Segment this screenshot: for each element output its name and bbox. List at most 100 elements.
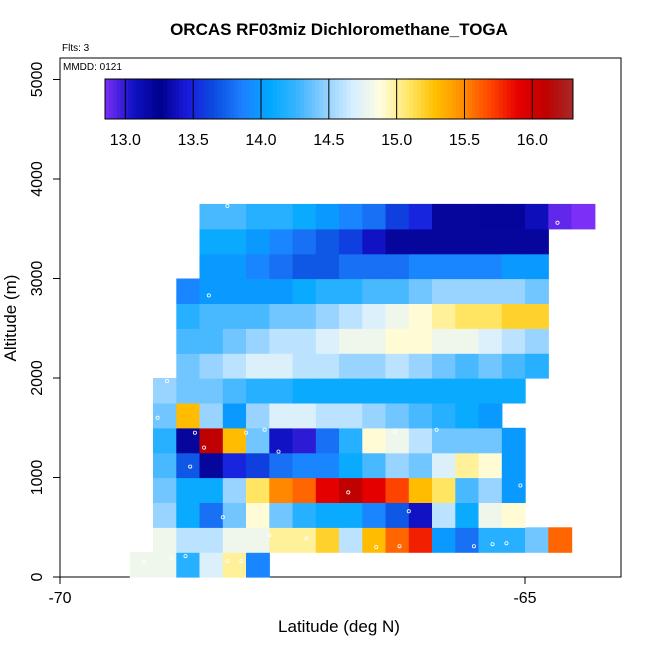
colorbar-segment xyxy=(105,79,110,119)
heatmap-cell xyxy=(199,552,224,578)
chart-title: ORCAS RF03miz Dichloromethane_TOGA xyxy=(170,20,508,39)
heatmap-cell xyxy=(315,253,340,280)
heatmap-cell xyxy=(292,427,317,454)
heatmap-cell xyxy=(269,452,294,479)
colorbar-segment xyxy=(272,79,278,119)
heatmap-cell xyxy=(339,502,363,528)
heatmap-cell xyxy=(176,502,201,528)
heatmap-cell xyxy=(362,452,387,479)
heatmap-cell xyxy=(269,303,294,329)
sample-point xyxy=(220,515,225,520)
colorbar-tick-label: 15.5 xyxy=(449,132,480,149)
colorbar-segment xyxy=(280,79,285,119)
colorbar-segment xyxy=(498,79,504,119)
sample-point xyxy=(471,544,476,549)
heatmap-cell xyxy=(408,303,433,329)
heatmap-cell xyxy=(385,402,410,429)
heatmap-cell xyxy=(525,228,549,255)
heatmap-cell xyxy=(199,502,224,528)
heatmap-cell xyxy=(525,353,549,379)
colorbar-segment xyxy=(128,79,133,119)
sample-point xyxy=(346,490,351,495)
colorbar-segment xyxy=(315,79,320,119)
heatmap-cell xyxy=(246,353,270,379)
colorbar-tick-label: 13.0 xyxy=(110,132,141,149)
colorbar-segment xyxy=(358,79,363,119)
heatmap-cell xyxy=(408,278,433,304)
heatmap-cell xyxy=(571,203,596,230)
colorbar-tick-label: 14.0 xyxy=(245,132,276,149)
colorbar-segment xyxy=(456,79,461,119)
sample-point xyxy=(225,203,230,208)
heatmap-cell xyxy=(455,228,480,255)
colorbar-frame xyxy=(104,78,574,120)
colorbar-segment xyxy=(475,79,480,119)
heatmap-cell xyxy=(199,477,224,503)
heatmap-cell xyxy=(548,527,573,553)
heatmap-cell xyxy=(153,527,177,553)
sample-point xyxy=(267,533,272,538)
sample-point xyxy=(188,464,193,469)
colorbar-segment xyxy=(405,79,410,119)
colorbar-tick-label: 15.0 xyxy=(381,132,412,149)
x-tick-label: -65 xyxy=(513,590,536,607)
colorbar-segment xyxy=(381,79,387,119)
colorbar-segment xyxy=(108,79,114,119)
colorbar-segment xyxy=(327,79,332,119)
heatmap-cell xyxy=(455,253,480,280)
heatmap-cell xyxy=(222,427,247,454)
heatmap-cell xyxy=(455,303,480,329)
heatmap-cell xyxy=(385,502,410,528)
heatmap-cell xyxy=(153,452,177,479)
heatmap-cell xyxy=(176,402,201,429)
heatmap-cell xyxy=(339,303,363,329)
colorbar-segment xyxy=(132,79,137,119)
sample-points xyxy=(132,203,560,565)
colorbar-segment xyxy=(198,79,203,119)
heatmap-cell xyxy=(246,378,270,404)
heatmap-cell xyxy=(199,527,224,553)
heatmap-cell xyxy=(315,502,340,528)
heatmap-cell xyxy=(478,378,503,404)
heatmap-cell xyxy=(222,502,247,528)
heatmap-cell xyxy=(385,303,410,329)
heatmap-cell xyxy=(501,378,526,404)
heatmap-cell xyxy=(199,278,224,304)
heatmap-cell xyxy=(315,353,340,379)
colorbar-segment xyxy=(385,79,391,119)
colorbar-segment xyxy=(288,79,293,119)
heatmap-cell xyxy=(525,278,549,304)
colorbar-segment xyxy=(440,79,445,119)
heatmap-cell xyxy=(222,452,247,479)
heatmap-cell xyxy=(501,253,526,280)
heatmap-cell xyxy=(292,378,317,404)
sample-point xyxy=(164,378,169,383)
heatmap-cell xyxy=(292,353,317,379)
colorbar-segment xyxy=(413,79,418,119)
colorbar-segment xyxy=(565,79,570,119)
colorbar-segment xyxy=(311,79,317,119)
heatmap-cell xyxy=(339,203,363,230)
heatmap-cell xyxy=(315,452,340,479)
sample-point xyxy=(202,445,207,450)
colorbar-segment xyxy=(292,79,297,119)
colorbar-segment xyxy=(342,79,348,119)
heatmap-cell xyxy=(478,228,503,255)
heatmap-cell xyxy=(385,477,410,503)
heatmap-cell xyxy=(362,303,387,329)
heatmap-cell xyxy=(246,253,270,280)
heatmap-cell xyxy=(339,378,363,404)
heatmap-cell xyxy=(525,303,549,329)
heatmap-cell xyxy=(432,402,456,429)
sample-point xyxy=(141,560,146,565)
colorbar-segment xyxy=(518,79,523,119)
heatmap-cell xyxy=(432,378,456,404)
heatmap-cell xyxy=(292,278,317,304)
heatmap-cell xyxy=(222,527,247,553)
heatmap-cell xyxy=(246,402,270,429)
heatmap-cell xyxy=(478,278,503,304)
heatmap-cell xyxy=(478,203,503,230)
heatmap-cell xyxy=(339,402,363,429)
heatmap-cell xyxy=(199,353,224,379)
heatmap-cell xyxy=(292,502,317,528)
